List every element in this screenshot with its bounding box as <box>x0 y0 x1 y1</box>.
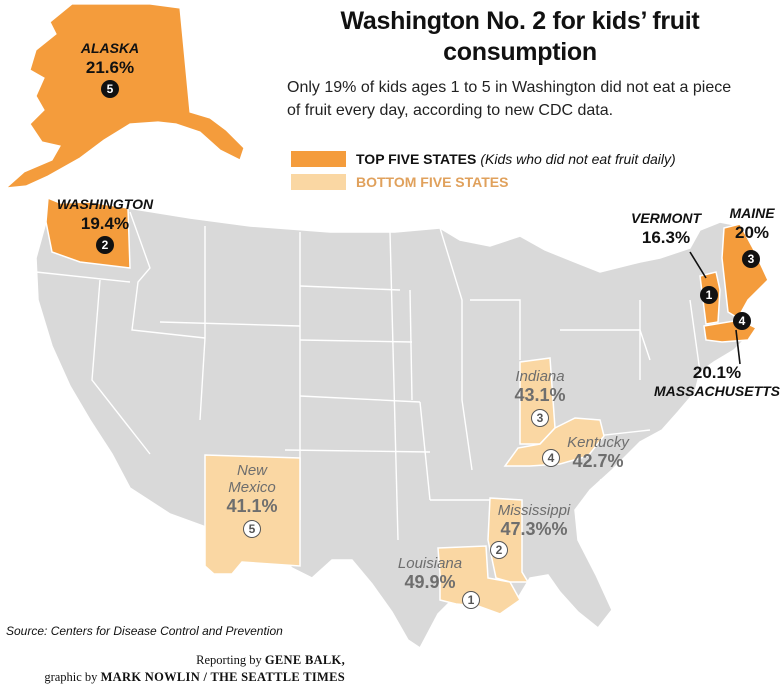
label-louisiana: Louisiana 49.9% <box>390 555 470 593</box>
label-mississippi: Mississippi 47.3%% <box>488 502 580 540</box>
state-louisiana <box>437 545 521 615</box>
rank-badge: 3 <box>531 409 549 427</box>
state-mississippi <box>487 497 530 583</box>
page-title: Washington No. 2 for kids’ fruit consump… <box>340 7 700 66</box>
state-name: Mississippi <box>497 502 571 519</box>
credit-reporting-prefix: Reporting by <box>196 653 262 667</box>
label-maine: MAINE 20% <box>722 205 780 243</box>
state-new-mexico <box>204 454 301 575</box>
rank-badge-vermont: 1 <box>700 286 718 304</box>
label-vermont: VERMONT 16.3% <box>624 210 708 248</box>
legend-top-swatch <box>291 151 346 167</box>
leader-lines <box>689 251 741 365</box>
credit-reporter: GENE BALK, <box>264 653 345 667</box>
state-value: 43.1% <box>514 385 566 405</box>
state-name: VERMONT <box>631 210 701 226</box>
state-name: Louisiana <box>397 555 463 572</box>
rank-badge-mississippi: 2 <box>490 541 508 559</box>
credit: Reporting by GENE BALK, graphic by MARK … <box>0 652 345 686</box>
label-indiana: Indiana 43.1% 3 <box>500 368 580 427</box>
state-name: WASHINGTON <box>56 196 154 212</box>
credit-graphic-artist: MARK NOWLIN / THE SEATTLE TIMES <box>100 670 345 684</box>
state-value: 47.3%% <box>500 519 568 539</box>
state-value: 20.1% <box>692 363 742 382</box>
state-name: ALASKA <box>80 40 140 56</box>
state-borders <box>35 211 701 541</box>
state-name: MAINE <box>729 205 775 221</box>
legend-bottom: BOTTOM FIVE STATES <box>291 173 508 191</box>
state-value: 21.6% <box>85 58 135 77</box>
state-value: 19.4% <box>80 214 130 233</box>
state-name: Indiana <box>515 368 565 385</box>
rank-badge: 2 <box>96 236 114 254</box>
legend-top-label: TOP FIVE STATES <box>356 151 477 167</box>
state-name: New Mexico <box>228 462 276 496</box>
legend-top-note: (Kids who did not eat fruit daily) <box>480 151 676 167</box>
subtitle: Only 19% of kids ages 1 to 5 in Washingt… <box>287 79 732 119</box>
rank-badge-maine: 3 <box>742 250 760 268</box>
state-name: Kentucky <box>567 434 629 451</box>
state-value: 41.1% <box>226 496 278 516</box>
state-alaska <box>4 3 245 189</box>
state-value: 20% <box>734 223 770 242</box>
label-washington: WASHINGTON 19.4% 2 <box>40 196 170 254</box>
rank-badge-louisiana: 1 <box>462 591 480 609</box>
source-note: Source: Centers for Disease Control and … <box>6 624 283 638</box>
state-maine <box>721 223 769 320</box>
label-new-mexico: New Mexico 41.1% 5 <box>212 462 292 538</box>
rank-badge-kentucky: 4 <box>542 449 560 467</box>
rank-badge: 5 <box>243 520 261 538</box>
rank-badge: 5 <box>101 80 119 98</box>
state-value: 42.7% <box>572 451 624 471</box>
state-value: 49.9% <box>404 572 456 592</box>
state-name: MASSACHUSETTS <box>654 383 780 399</box>
state-value: 16.3% <box>641 228 691 247</box>
rank-badge-massachusetts: 4 <box>733 312 751 330</box>
label-massachusetts: 20.1% MASSACHUSETTS <box>654 362 780 400</box>
legend-bottom-label: BOTTOM FIVE STATES <box>356 174 509 190</box>
legend-top: TOP FIVE STATES (Kids who did not eat fr… <box>291 150 676 168</box>
label-alaska: ALASKA 21.6% 5 <box>70 40 150 98</box>
label-kentucky: Kentucky 42.7% <box>560 434 636 472</box>
credit-graphic-prefix: graphic by <box>44 670 98 684</box>
legend-bottom-swatch <box>291 174 346 190</box>
